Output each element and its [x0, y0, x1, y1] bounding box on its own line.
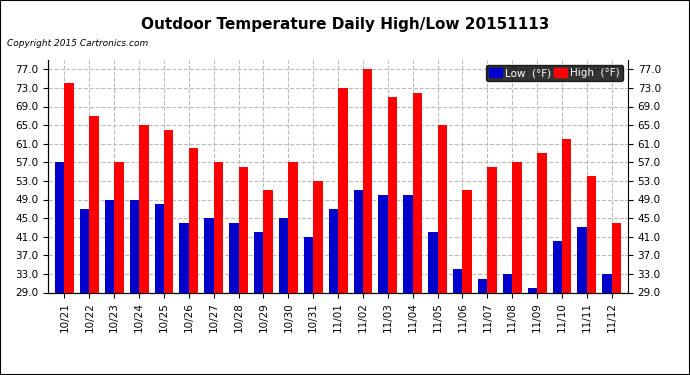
Bar — [55, 162, 64, 292]
Bar — [288, 162, 298, 292]
Bar — [437, 125, 447, 292]
Bar — [478, 279, 487, 292]
Bar — [403, 195, 413, 292]
Bar — [503, 274, 512, 292]
Bar — [164, 130, 173, 292]
Bar — [553, 242, 562, 292]
Bar — [612, 223, 621, 292]
Bar — [115, 162, 124, 292]
Bar — [239, 167, 248, 292]
Bar — [413, 93, 422, 292]
Bar — [453, 269, 462, 292]
Bar — [512, 162, 522, 292]
Text: Outdoor Temperature Daily High/Low 20151113: Outdoor Temperature Daily High/Low 20151… — [141, 17, 549, 32]
Bar — [462, 190, 472, 292]
Bar — [304, 237, 313, 292]
Bar — [204, 218, 214, 292]
Bar — [363, 69, 373, 292]
Bar — [602, 274, 612, 292]
Bar — [80, 209, 89, 292]
Text: Copyright 2015 Cartronics.com: Copyright 2015 Cartronics.com — [7, 39, 148, 48]
Bar — [487, 167, 497, 292]
Bar — [254, 232, 264, 292]
Bar — [338, 88, 348, 292]
Bar — [105, 200, 115, 292]
Bar — [139, 125, 148, 292]
Bar — [528, 288, 537, 292]
Bar — [130, 200, 139, 292]
Bar — [428, 232, 437, 292]
Bar — [64, 83, 74, 292]
Bar — [279, 218, 288, 292]
Bar — [587, 176, 596, 292]
Bar — [378, 195, 388, 292]
Bar — [562, 139, 571, 292]
Bar — [388, 97, 397, 292]
Bar — [189, 148, 198, 292]
Legend: Low  (°F), High  (°F): Low (°F), High (°F) — [486, 65, 622, 81]
Bar — [313, 181, 323, 292]
Bar — [155, 204, 164, 292]
Bar — [353, 190, 363, 292]
Bar — [328, 209, 338, 292]
Bar — [537, 153, 546, 292]
Bar — [229, 223, 239, 292]
Bar — [578, 227, 587, 292]
Bar — [264, 190, 273, 292]
Bar — [179, 223, 189, 292]
Bar — [89, 116, 99, 292]
Bar — [214, 162, 223, 292]
